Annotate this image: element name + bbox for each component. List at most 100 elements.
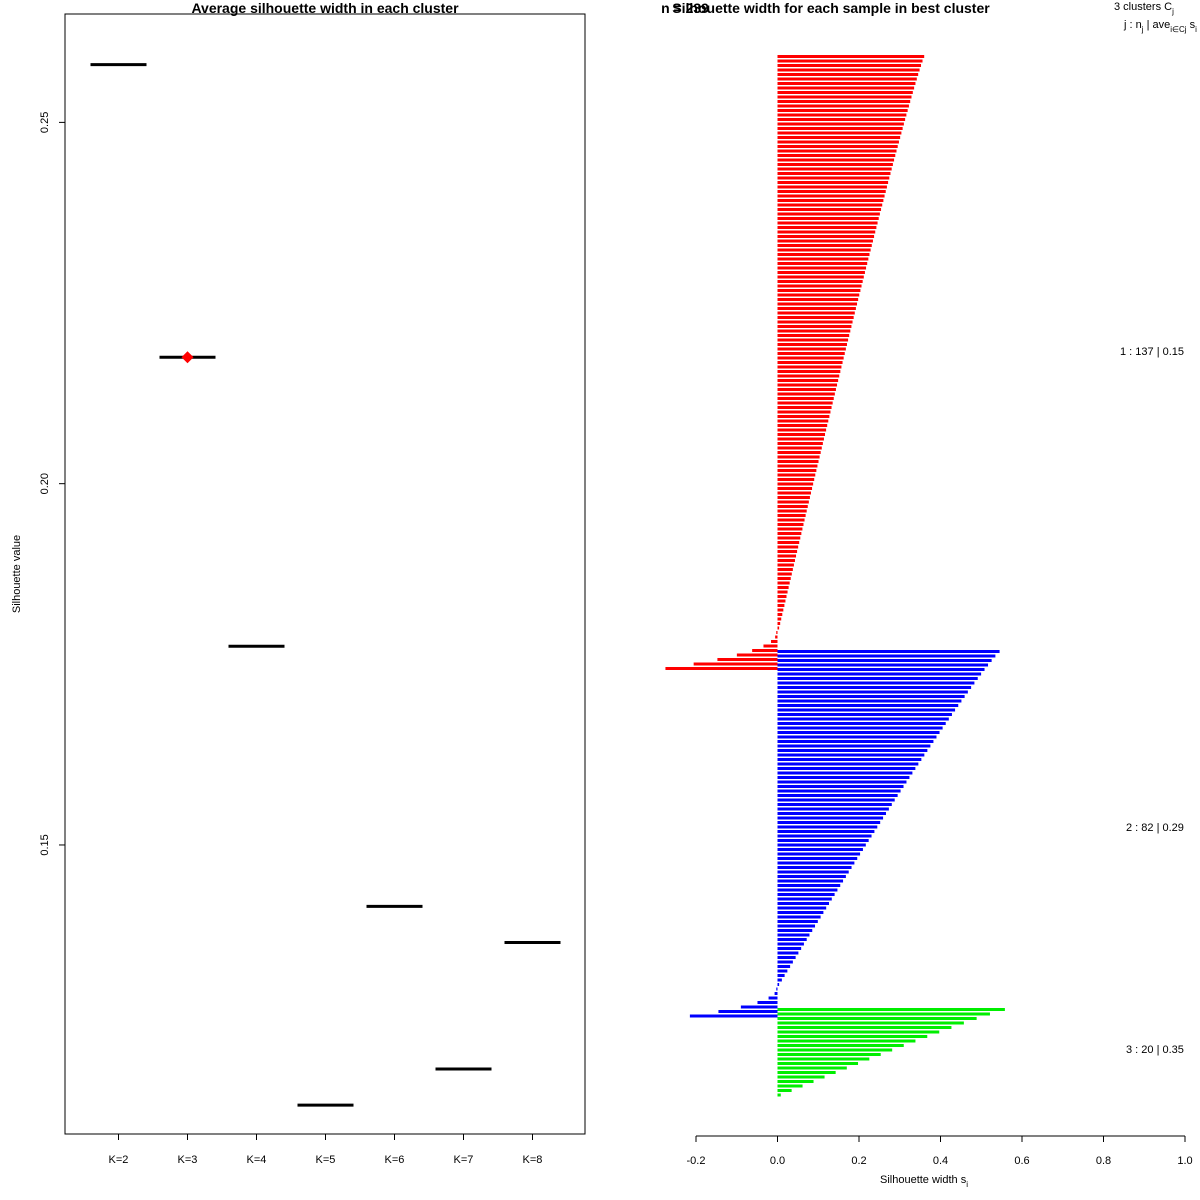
- silhouette-bar: [777, 239, 873, 243]
- silhouette-bar: [777, 924, 816, 928]
- silhouette-bar: [777, 113, 907, 117]
- silhouette-bar: [777, 208, 882, 211]
- silhouette-bar: [777, 541, 800, 544]
- silhouette-bar: [777, 1012, 990, 1016]
- silhouette-bar: [777, 199, 884, 202]
- right-x-axis-label: Silhouette width si: [880, 1174, 968, 1189]
- silhouette-bar: [771, 640, 778, 643]
- silhouette-bar: [777, 1035, 928, 1038]
- silhouette-bar: [777, 230, 876, 234]
- silhouette-bar: [777, 834, 872, 838]
- silhouette-bar: [777, 848, 863, 851]
- silhouette-bar: [777, 95, 912, 99]
- silhouette-bar: [777, 1044, 904, 1047]
- silhouette-bar: [777, 613, 783, 616]
- silhouette-bar: [777, 293, 860, 297]
- silhouette-bar: [777, 347, 846, 351]
- silhouette-bar: [777, 190, 886, 193]
- silhouette-bar: [777, 1071, 836, 1074]
- silhouette-bar: [777, 902, 829, 905]
- silhouette-bar: [777, 217, 879, 220]
- silhouette-bar: [777, 352, 845, 355]
- silhouette-bar: [777, 91, 913, 94]
- silhouette-bar: [777, 758, 922, 761]
- silhouette-bar: [775, 635, 778, 639]
- silhouette-bar: [777, 136, 901, 139]
- silhouette-bar: [777, 104, 909, 108]
- silhouette-bar: [777, 473, 816, 477]
- silhouette-bar: [777, 911, 824, 914]
- silhouette-bar: [777, 397, 834, 400]
- silhouette-bar: [777, 329, 851, 333]
- silhouette-bar: [777, 266, 867, 270]
- silhouette-bar: [777, 1053, 881, 1056]
- silhouette-bar: [777, 929, 813, 932]
- silhouette-bar: [777, 163, 893, 166]
- silhouette-bar: [777, 514, 806, 517]
- silhouette-bar: [777, 469, 817, 472]
- silhouette-bar: [777, 212, 880, 216]
- silhouette-bar: [777, 595, 787, 598]
- silhouette-bar: [777, 68, 920, 72]
- silhouette-bar: [777, 311, 855, 315]
- silhouette-bar: [777, 626, 780, 630]
- silhouette-bar: [777, 861, 855, 865]
- right-bars: [665, 55, 1005, 1097]
- silhouette-bar: [777, 1062, 859, 1065]
- right-x-axis: -0.2 0.0 0.2 0.4 0.6 0.8 1.0: [687, 1135, 1193, 1167]
- silhouette-bar: [777, 933, 810, 937]
- silhouette-bar: [777, 839, 869, 842]
- left-y-tick-label: 0.25: [39, 112, 51, 133]
- right-header-line-2: j : nj | avei∈Cj si: [1123, 19, 1197, 34]
- silhouette-bar: [777, 604, 785, 607]
- silhouette-bar: [777, 807, 889, 811]
- silhouette-bar: [777, 884, 841, 887]
- silhouette-bar: [777, 1075, 825, 1079]
- cluster-3-summary: 3 : 20 | 0.35: [1126, 1044, 1184, 1056]
- silhouette-bar: [777, 622, 781, 625]
- silhouette-bar: [777, 1084, 803, 1088]
- silhouette-bar: [777, 735, 937, 739]
- left-y-axis-label: Silhouette value: [11, 535, 23, 613]
- silhouette-bar: [740, 1005, 778, 1009]
- silhouette-bar: [777, 762, 919, 766]
- silhouette-bar: [777, 325, 852, 328]
- silhouette-bar: [777, 956, 796, 959]
- left-plot-frame: [64, 13, 586, 1135]
- silhouette-bar: [777, 460, 819, 463]
- silhouette-bar: [777, 1080, 814, 1083]
- silhouette-bar: [777, 974, 785, 977]
- left-chart-title: Average silhouette width in each cluster: [191, 0, 459, 16]
- silhouette-bar: [777, 419, 829, 423]
- silhouette-bar: [777, 185, 887, 189]
- silhouette-bar: [777, 803, 892, 806]
- silhouette-bar: [777, 577, 791, 580]
- silhouette-bar: [777, 1057, 870, 1061]
- silhouette-bar: [777, 527, 803, 531]
- silhouette-bar: [777, 248, 871, 252]
- silhouette-bar: [777, 194, 885, 198]
- silhouette-bar: [777, 920, 818, 923]
- silhouette-bar: [777, 563, 794, 567]
- silhouette-bar: [777, 406, 832, 409]
- cluster-2-summary: 2 : 82 | 0.29: [1126, 822, 1184, 834]
- silhouette-bar: [777, 379, 839, 382]
- silhouette-bar: [689, 1014, 778, 1018]
- silhouette-bar: [777, 852, 861, 856]
- silhouette-bar: [777, 1039, 916, 1043]
- right-x-tick-label: 0.8: [1096, 1155, 1111, 1167]
- silhouette-bar: [777, 338, 849, 342]
- right-x-axis-label-sub: i: [966, 1180, 968, 1189]
- silhouette-bar: [777, 428, 827, 432]
- silhouette-bar: [768, 996, 778, 1000]
- silhouette-bar: [777, 749, 928, 752]
- right-chart-title: Silhouette width for each sample in best…: [672, 0, 990, 16]
- silhouette-bar: [777, 131, 902, 135]
- silhouette-bar: [777, 554, 797, 558]
- silhouette-bar: [776, 987, 778, 991]
- silhouette-bar: [777, 857, 858, 860]
- silhouette-bar: [777, 572, 792, 576]
- right-x-axis-label-text: Silhouette width s: [880, 1174, 967, 1186]
- silhouette-bar: [777, 433, 826, 436]
- silhouette-bar: [777, 699, 962, 703]
